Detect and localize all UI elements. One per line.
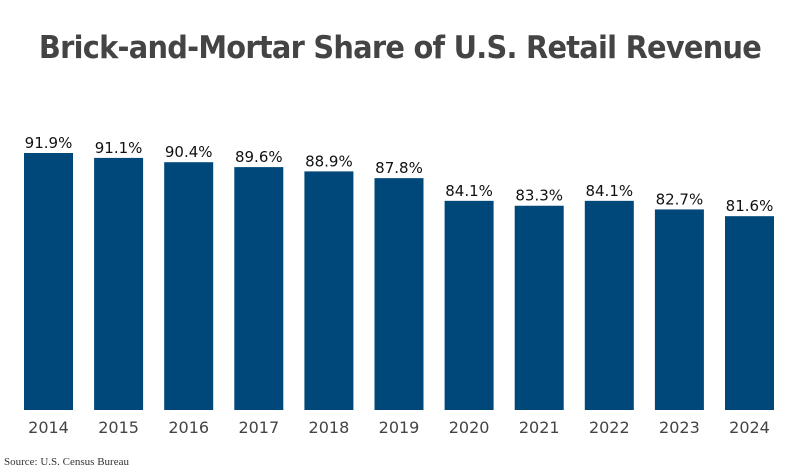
x-tick-label-2015: 2015 (98, 418, 139, 437)
value-labels-group: 91.9% 91.1% 90.4% 89.6% 88.9% 87.8% 84.1% 83.3%… (25, 134, 774, 215)
bar-2014 (24, 153, 73, 410)
bar-2021 (514, 205, 564, 410)
value-label-2020: 84.1% (445, 182, 493, 200)
value-label-2018: 88.9% (305, 152, 353, 170)
x-tick-label-2023: 2023 (659, 418, 700, 437)
value-label-2015: 91.1% (95, 139, 143, 157)
x-tick-label-2016: 2016 (168, 418, 209, 437)
value-label-2017: 89.6% (235, 148, 283, 166)
bar-2020 (444, 200, 494, 410)
chart-title: Brick-and-Mortar Share of U.S. Retail Re… (38, 30, 762, 66)
bar-2023 (654, 209, 704, 410)
value-label-2024: 81.6% (726, 197, 774, 215)
value-label-2019: 87.8% (375, 159, 423, 177)
x-tick-label-2018: 2018 (309, 418, 350, 437)
x-axis-tick-labels: 2014 2015 2016 2017 2018 2019 2020 2021 2022 2023… (28, 418, 770, 437)
bar-2017 (234, 167, 284, 410)
x-tick-label-2014: 2014 (28, 418, 69, 437)
value-label-2022: 84.1% (585, 182, 633, 200)
value-label-2023: 82.7% (656, 190, 704, 208)
value-label-2014: 91.9% (25, 134, 73, 152)
bar-2016 (164, 162, 214, 410)
bar-2024 (725, 216, 774, 410)
source-note: Source: U.S. Census Bureau (4, 456, 129, 468)
x-tick-label-2024: 2024 (729, 418, 770, 437)
value-label-2016: 90.4% (165, 143, 213, 161)
bar-2018 (304, 171, 354, 410)
x-tick-label-2020: 2020 (449, 418, 490, 437)
bar-2015 (94, 157, 144, 410)
value-label-2021: 83.3% (515, 187, 563, 205)
x-tick-label-2022: 2022 (589, 418, 630, 437)
bar-2019 (374, 178, 424, 410)
bar-2022 (584, 200, 634, 410)
x-tick-label-2021: 2021 (519, 418, 560, 437)
x-tick-label-2019: 2019 (379, 418, 420, 437)
bars-group (24, 153, 774, 410)
x-tick-label-2017: 2017 (238, 418, 279, 437)
